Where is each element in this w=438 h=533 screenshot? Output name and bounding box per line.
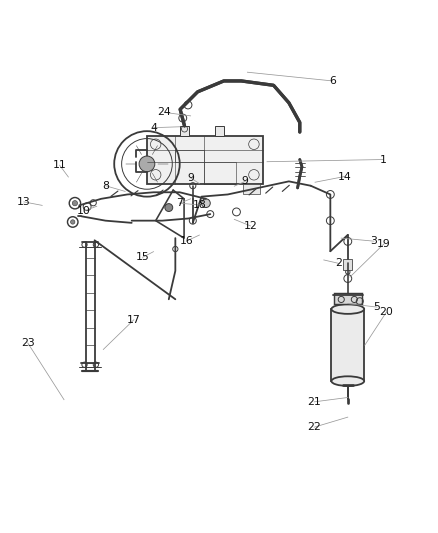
Text: 20: 20 (379, 308, 393, 317)
Text: 9: 9 (187, 173, 194, 183)
Circle shape (72, 200, 78, 206)
Text: 12: 12 (244, 221, 257, 231)
Text: 11: 11 (53, 160, 67, 170)
Ellipse shape (332, 376, 364, 386)
Text: 1: 1 (379, 155, 386, 165)
Text: 8: 8 (102, 181, 109, 191)
Bar (243, 183, 261, 195)
Circle shape (71, 220, 75, 224)
Text: 3: 3 (371, 236, 378, 246)
Bar (215, 126, 224, 135)
Text: 14: 14 (337, 172, 351, 182)
Text: 9: 9 (242, 176, 249, 187)
Text: 16: 16 (180, 236, 193, 246)
Text: 17: 17 (127, 315, 141, 325)
Bar (175, 150, 204, 162)
Text: 18: 18 (192, 200, 206, 210)
Text: 6: 6 (329, 76, 336, 86)
Ellipse shape (332, 304, 364, 314)
Text: 2: 2 (336, 259, 343, 269)
Bar (180, 126, 189, 135)
Bar (147, 135, 263, 183)
Text: 15: 15 (136, 252, 149, 262)
Text: 5: 5 (374, 302, 381, 312)
Text: 7: 7 (176, 198, 183, 208)
Text: 24: 24 (158, 107, 171, 117)
Text: 22: 22 (307, 422, 321, 432)
Bar (204, 162, 237, 183)
Circle shape (139, 156, 155, 172)
Text: 23: 23 (21, 338, 35, 348)
Bar (334, 293, 362, 304)
Text: 19: 19 (377, 239, 391, 249)
Text: 4: 4 (150, 123, 157, 133)
Circle shape (165, 204, 173, 212)
Text: 21: 21 (307, 397, 321, 407)
Text: 13: 13 (17, 197, 31, 207)
Bar (332, 309, 364, 381)
Text: 10: 10 (77, 206, 91, 216)
Bar (343, 259, 352, 270)
Circle shape (201, 199, 210, 207)
